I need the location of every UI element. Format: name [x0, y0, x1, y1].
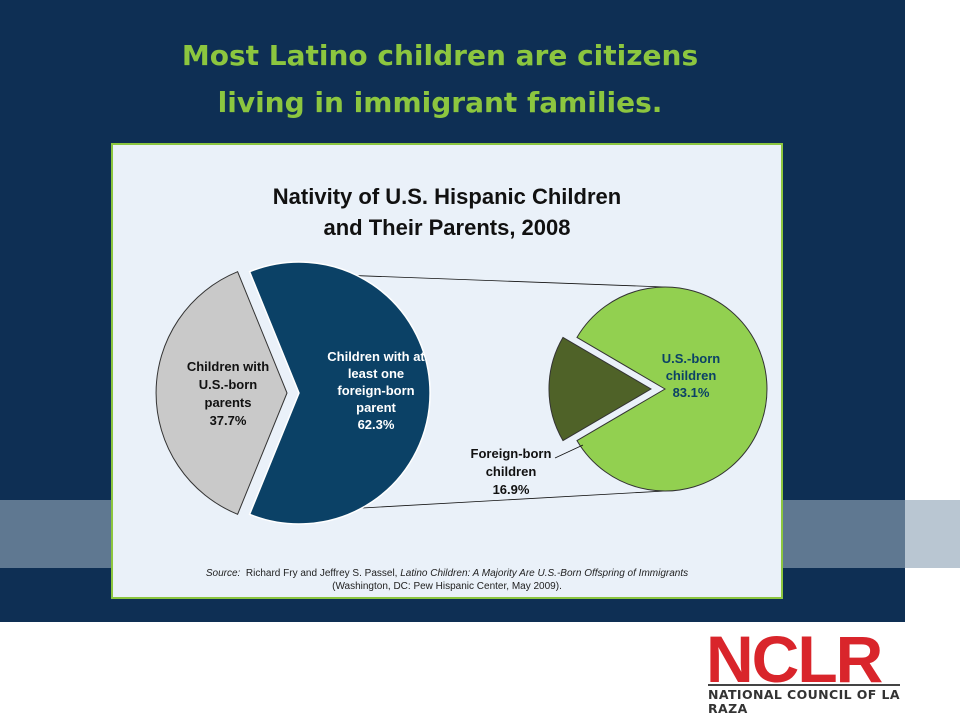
slice-foreign-born-parent [248, 261, 431, 525]
label-foreign-born-parent: Children with at least one foreign-born par… [327, 349, 425, 432]
label-foreign-born-children-line: children [486, 464, 537, 479]
logo-subtitle: NATIONAL COUNCIL OF LA RAZA [708, 687, 900, 716]
slice-us-born-parents [155, 271, 288, 515]
chart-title-line1: Nativity of U.S. Hispanic Children [272, 184, 622, 209]
chart-title: Nativity of U.S. Hispanic Children and T… [113, 181, 781, 243]
label-us-born-parents-line: Children with [187, 359, 269, 374]
label-foreign-born-parent-line: least one [348, 366, 404, 381]
label-foreign-born-parent-line: parent [356, 400, 396, 415]
label-us-born-parents-line: U.S.-born [199, 377, 258, 392]
source-authors: Richard Fry and Jeffrey S. Passel, [245, 568, 398, 579]
chart-title-line2: and Their Parents, 2008 [323, 215, 571, 240]
slice-us-born-children [576, 286, 768, 492]
slice-foreign-born-children [548, 336, 652, 442]
source-line1: Source: Richard Fry and Jeffrey S. Passe… [113, 567, 781, 580]
label-foreign-born-parent-line: foreign-born [337, 383, 414, 398]
slide-title-line1: Most Latino children are citizens [181, 39, 699, 72]
label-us-born-parents-line: parents [205, 395, 252, 410]
slide-title: Most Latino children are citizens living… [120, 32, 760, 126]
leader-line-foreign-born-children [554, 444, 584, 459]
logo-wordmark: NCLR [706, 622, 883, 696]
label-foreign-born-children: Foreign-born children 16.9% [471, 446, 552, 497]
label-foreign-born-children-line: 16.9% [493, 482, 530, 497]
logo-divider [708, 684, 900, 686]
label-us-born-children-line: U.S.-born [662, 351, 721, 366]
label-us-born-children-line: 83.1% [673, 385, 710, 400]
label-foreign-born-parent-line: Children with at [327, 349, 425, 364]
label-foreign-born-parent-line: 62.3% [358, 417, 395, 432]
source-prefix: Source: [205, 568, 241, 579]
label-us-born-children-line: children [666, 368, 717, 383]
decorative-band-right [905, 500, 960, 568]
label-us-born-children: U.S.-born children 83.1% [662, 351, 721, 400]
nclr-logo: NCLR NATIONAL COUNCIL OF LA RAZA [706, 624, 906, 716]
source-line2: (Washington, DC: Pew Hispanic Center, Ma… [332, 581, 562, 592]
label-foreign-born-children-line: Foreign-born [471, 446, 552, 461]
label-us-born-parents: Children with U.S.-born parents 37.7% [187, 359, 269, 428]
source-note: Source: Richard Fry and Jeffrey S. Passe… [113, 567, 781, 593]
label-us-born-parents-line: 37.7% [210, 413, 247, 428]
slide-title-line2: living in immigrant families. [217, 86, 663, 119]
pie-of-pie-chart: Children with U.S.-born parents 37.7%Childr… [155, 261, 768, 525]
chart-panel: Nativity of U.S. Hispanic Children and T… [111, 143, 783, 599]
source-title: Latino Children: A Majority Are U.S.-Bor… [400, 568, 689, 579]
